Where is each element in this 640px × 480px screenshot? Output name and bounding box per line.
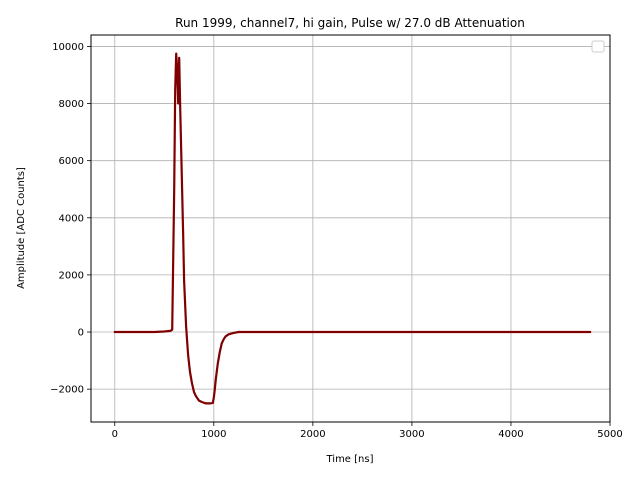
y-tick-label: 10000 bbox=[52, 42, 84, 53]
x-tick-label: 0 bbox=[112, 429, 118, 440]
y-tick-label: 4000 bbox=[59, 213, 84, 224]
plot-frame bbox=[90, 34, 611, 423]
x-axis-ticks: 0 1000 2000 3000 4000 5000 bbox=[112, 422, 623, 440]
x-tick-label: 1000 bbox=[201, 429, 226, 440]
x-axis-label: Time [ns] bbox=[325, 454, 373, 465]
y-tick-label: 6000 bbox=[59, 156, 84, 167]
series-layer bbox=[113, 52, 592, 405]
legend-box bbox=[591, 40, 605, 53]
x-tick-label: 3000 bbox=[399, 429, 424, 440]
x-tick-label: 4000 bbox=[498, 429, 523, 440]
series-line bbox=[113, 52, 592, 405]
y-axis-label: Amplitude [ADC Counts] bbox=[16, 167, 27, 289]
y-tick-label: −2000 bbox=[50, 385, 84, 396]
y-axis-ticks: −2000 0 2000 4000 6000 8000 10000 bbox=[50, 42, 91, 396]
y-tick-label: 0 bbox=[78, 328, 84, 339]
x-tick-label: 2000 bbox=[300, 429, 325, 440]
x-tick-label: 5000 bbox=[597, 429, 622, 440]
y-tick-label: 2000 bbox=[59, 270, 84, 281]
y-tick-label: 8000 bbox=[59, 99, 84, 110]
chart-title: Run 1999, channel7, hi gain, Pulse w/ 27… bbox=[175, 16, 525, 30]
